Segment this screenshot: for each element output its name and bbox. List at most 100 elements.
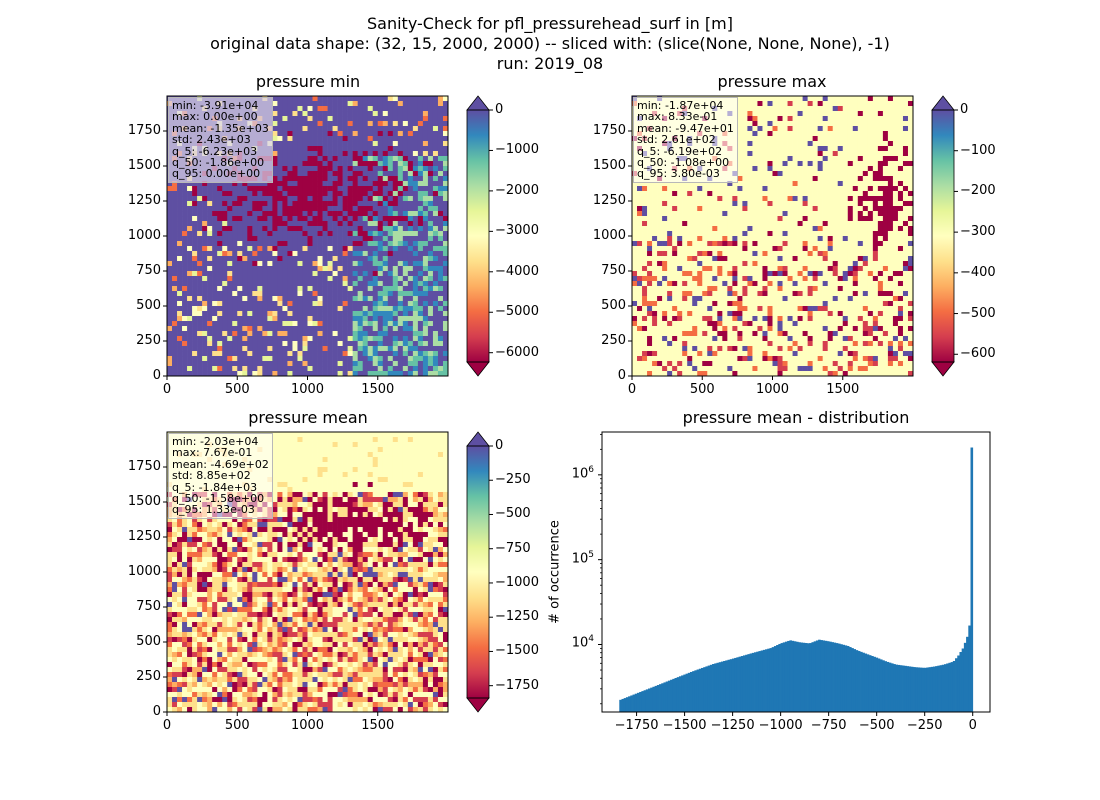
colorbar-tick-label: 0 <box>495 102 504 117</box>
histogram-frame <box>601 431 991 713</box>
y-tick-label: 750 <box>136 263 161 278</box>
histogram-bar <box>924 667 927 712</box>
histogram-bar <box>694 670 697 712</box>
histogram-bar <box>941 664 945 712</box>
histogram-bar <box>762 649 766 712</box>
histogram-bar <box>811 642 815 712</box>
stats-box-2: min: -1.87e+04 max: 8.33e-01 mean: -9.47e+… <box>633 97 738 183</box>
histogram-bar <box>771 647 775 712</box>
stats-line: q_50: -1.86e+00 <box>172 156 265 170</box>
y-tick-label: 1500 <box>127 494 161 509</box>
histogram-bar <box>681 675 684 712</box>
histogram-bar <box>707 665 711 712</box>
histogram-bar <box>623 698 627 712</box>
stats-line: q_95: 1.33e-03 <box>172 503 255 517</box>
histogram-bar <box>645 689 649 712</box>
histogram-bar <box>767 648 770 712</box>
figure-title-line-2: original data shape: (32, 15, 2000, 2000… <box>210 34 890 53</box>
stats-box-3: min: -2.03e+04 max: 7.67e-01 mean: -4.69e+… <box>168 433 273 519</box>
stats-line: q_5: -1.84e+03 <box>172 480 258 494</box>
y-tick-label: 1000 <box>592 228 626 243</box>
histogram-bar <box>818 639 821 712</box>
histogram-bar <box>802 642 806 712</box>
colorbar-tick-label: −750 <box>495 540 531 556</box>
colorbar-tick-label: −6000 <box>495 344 539 360</box>
colorbar-tick-label: −3000 <box>495 223 539 239</box>
histogram-bar <box>632 694 636 712</box>
y-tick-label: 1500 <box>592 158 626 173</box>
x-tick-label: 0 <box>627 382 637 397</box>
y-tick-label: 1000 <box>127 564 161 579</box>
histogram-bar <box>665 681 669 712</box>
histogram-bar <box>871 656 874 712</box>
x-tick-label: −1500 <box>662 718 707 733</box>
histogram-bar <box>851 648 854 712</box>
colorbar-tick-label: −1000 <box>495 142 539 158</box>
colorbar-3 <box>466 431 493 713</box>
histogram-bar <box>674 678 678 712</box>
histogram-bar <box>698 668 702 712</box>
histogram-bar <box>701 667 704 712</box>
histogram-bar <box>860 651 863 712</box>
colorbar-tick-label: −1250 <box>495 609 539 625</box>
histogram-bar <box>868 655 872 712</box>
histogram-bar <box>751 652 755 712</box>
histogram-bar <box>820 640 823 712</box>
histogram-bar <box>908 666 912 712</box>
histogram-bar <box>705 666 709 712</box>
histogram-bar <box>928 667 932 712</box>
histogram-bar <box>661 683 664 712</box>
histogram-bar <box>725 660 728 712</box>
histogram-bar <box>822 640 826 712</box>
histogram-bar <box>756 651 759 712</box>
colorbar-tick-label: −200 <box>960 183 996 199</box>
histogram-bar <box>831 642 834 712</box>
histogram-bar <box>731 658 735 712</box>
x-tick-label: 1500 <box>361 382 395 397</box>
y-tick-label: 0 <box>152 368 161 383</box>
histogram-bar <box>966 636 969 712</box>
stats-line: q_50: -1.08e+00 <box>637 156 730 170</box>
histogram-bar <box>807 643 810 712</box>
histogram-bar <box>692 671 695 712</box>
y-tick-label: 1000 <box>127 228 161 243</box>
stats-line: q_5: -6.23e+03 <box>172 144 258 158</box>
colorbar-tick-label: −100 <box>960 142 996 158</box>
histogram-bar <box>959 652 963 712</box>
y-tick-label: 500 <box>136 298 161 313</box>
histogram-bar <box>917 667 921 712</box>
histogram-bar <box>939 665 943 712</box>
stats-line: min: -1.87e+04 <box>637 99 724 112</box>
histogram-bar <box>913 667 916 712</box>
stats-line: q_50: -1.58e+00 <box>172 492 265 506</box>
y-tick-label: 105 <box>571 549 594 566</box>
stats-line: mean: -9.47e+01 <box>637 121 734 135</box>
histogram-bar <box>709 664 713 712</box>
x-tick-label: 0 <box>162 718 172 733</box>
histogram-bar <box>833 642 837 712</box>
y-tick-label: 1750 <box>127 123 161 138</box>
histogram-bar <box>888 662 892 712</box>
histogram-bar <box>778 643 781 712</box>
histogram-bar <box>621 698 625 712</box>
colorbar-tick-label: −600 <box>960 346 996 362</box>
y-tick-label: 104 <box>571 634 594 651</box>
x-tick-label: 1500 <box>826 382 860 397</box>
stats-line: max: 7.67e-01 <box>172 446 253 460</box>
histogram-bar <box>648 688 651 712</box>
histogram-bar <box>864 653 868 712</box>
histogram-bar <box>862 652 865 712</box>
histogram-bar <box>902 665 905 712</box>
histogram-bars <box>619 447 974 712</box>
histogram-bar <box>656 685 660 712</box>
histogram-bar <box>703 667 706 712</box>
histogram-bar <box>961 648 965 712</box>
histogram-bar <box>784 641 788 712</box>
stats-line: q_5: -6.19e+02 <box>637 144 723 158</box>
histogram-bar <box>950 662 954 712</box>
y-tick-label: 500 <box>136 634 161 649</box>
histogram-bar <box>879 659 883 712</box>
x-tick-label: 500 <box>689 382 715 397</box>
histogram-bar <box>791 640 795 712</box>
stats-line: q_95: 0.00e+00 <box>172 167 261 181</box>
